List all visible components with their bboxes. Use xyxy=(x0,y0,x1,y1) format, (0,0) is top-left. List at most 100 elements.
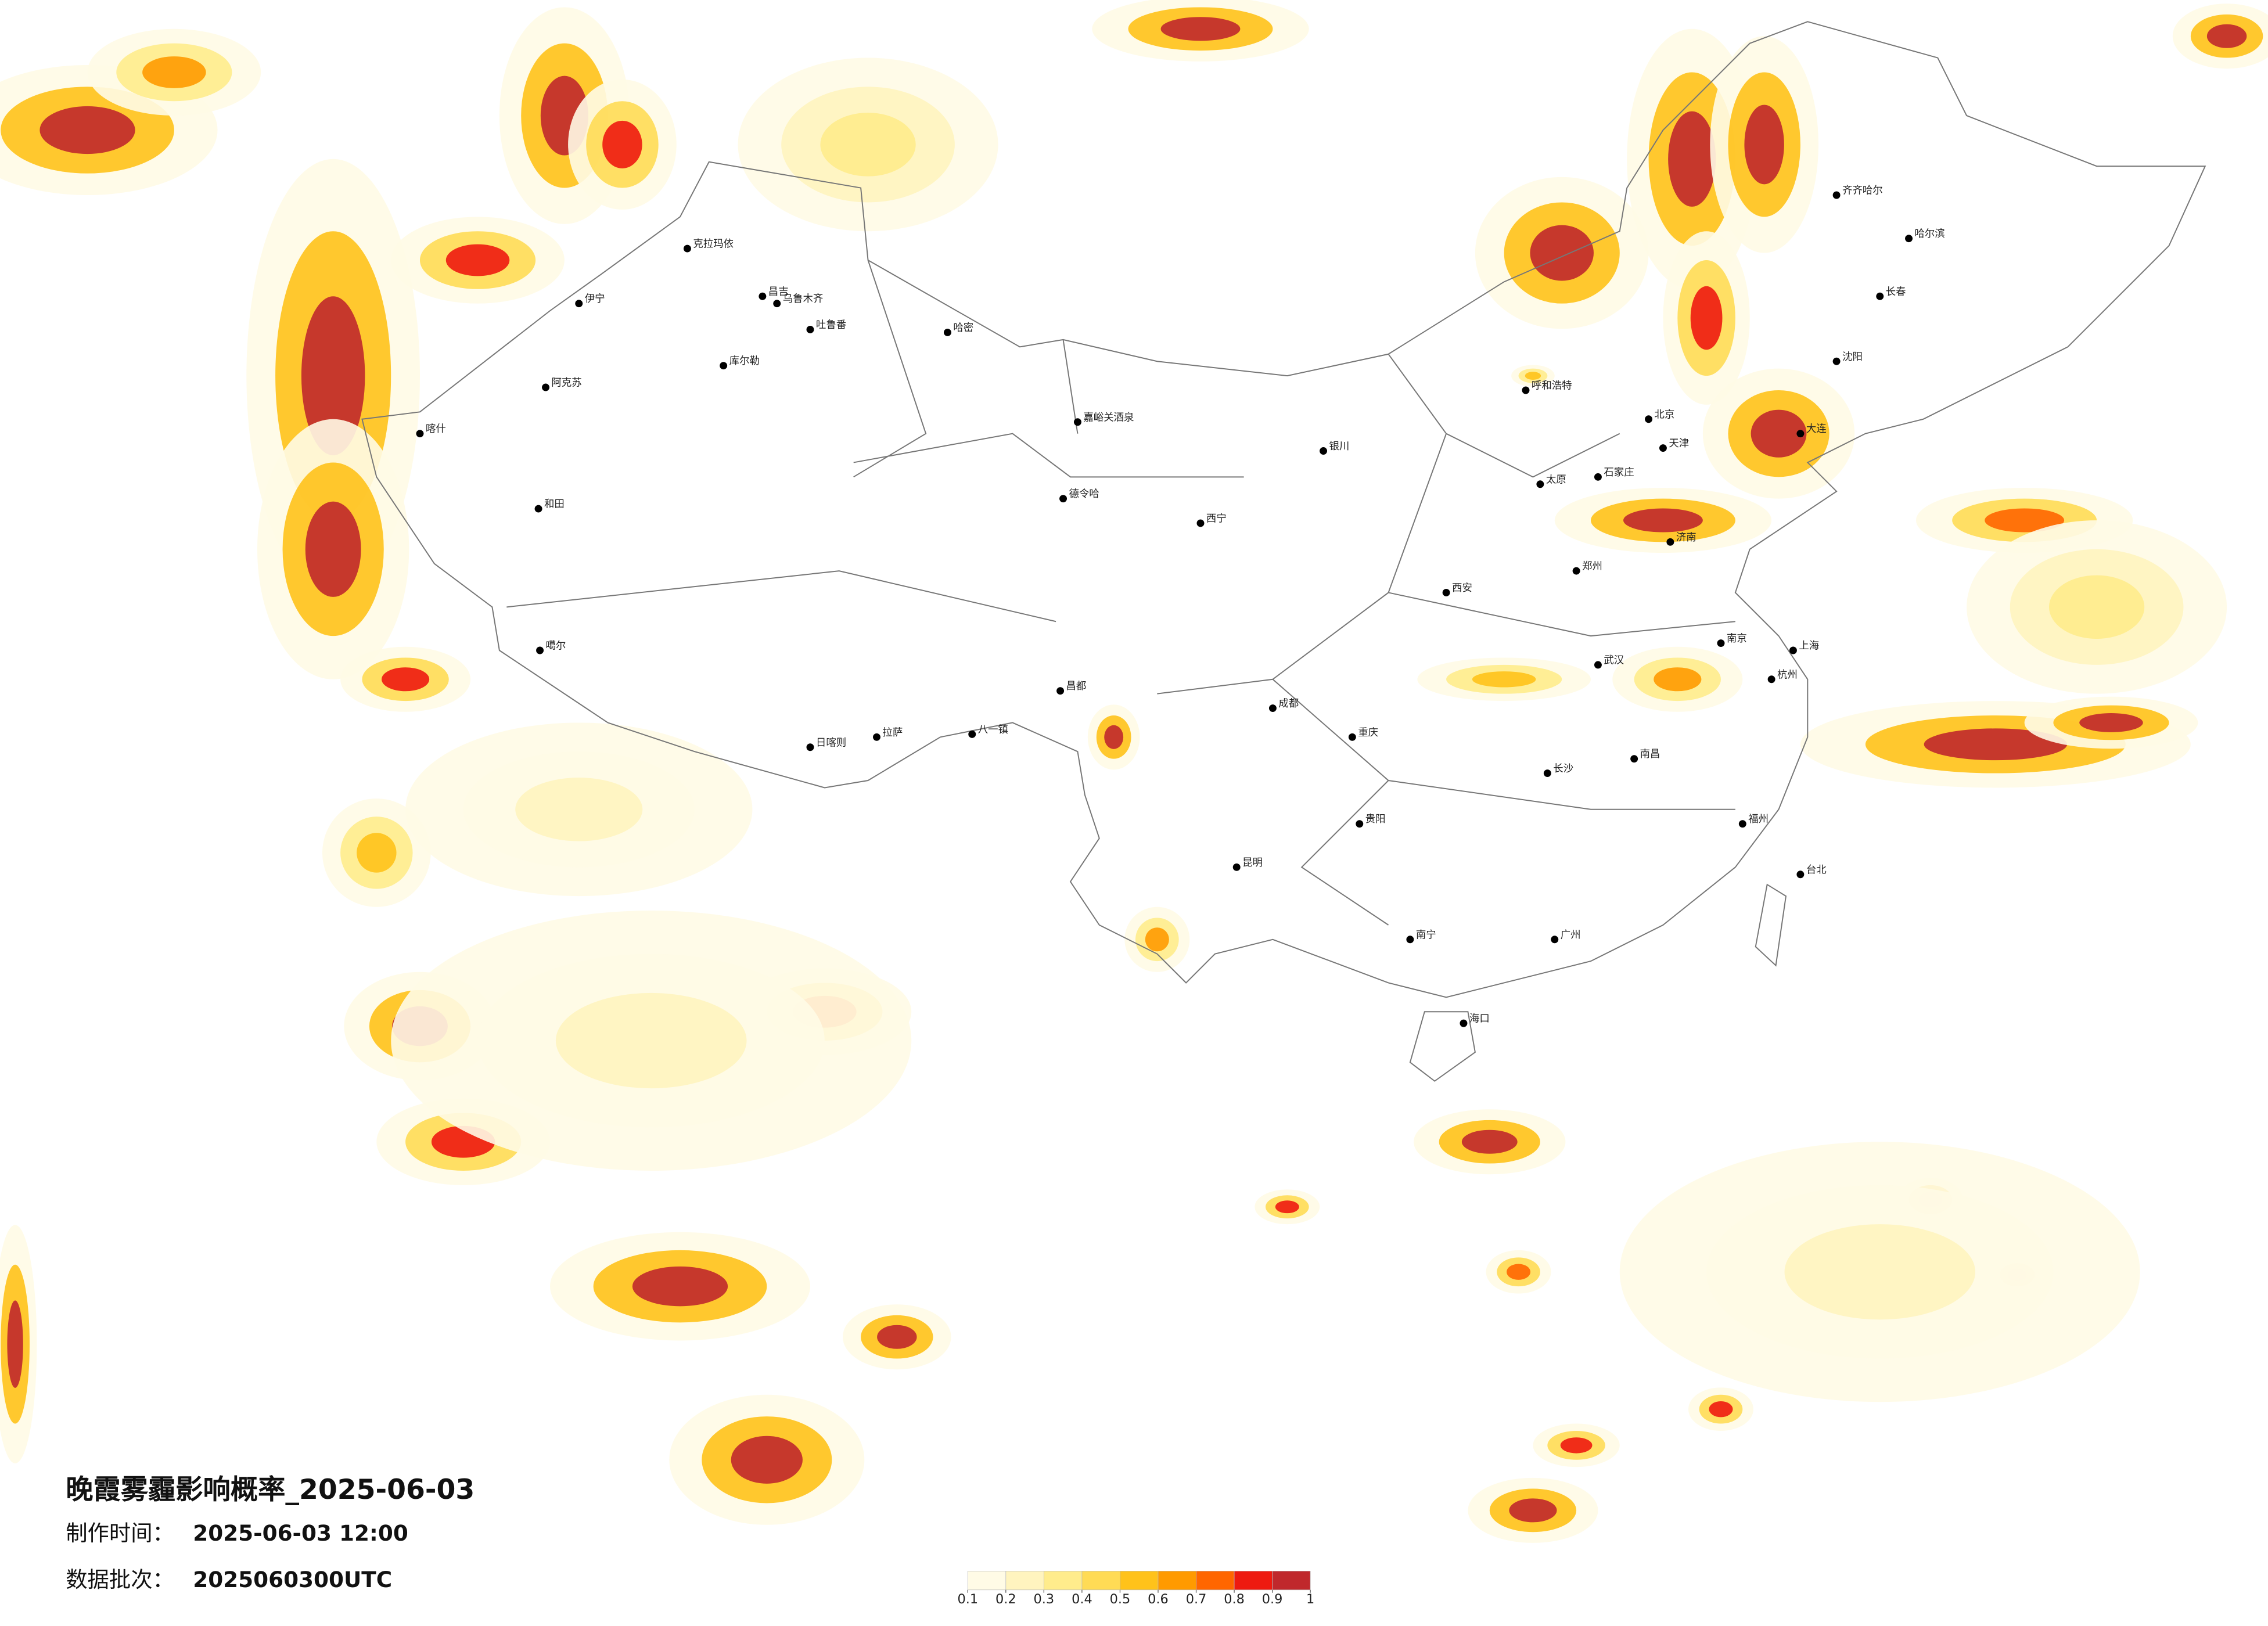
haze-blob xyxy=(877,1325,917,1349)
produced-label: 制作时间： xyxy=(66,1520,174,1546)
batch: 2025060300UTC xyxy=(193,1567,392,1592)
city-label: 伊宁 xyxy=(585,293,605,305)
city-dot xyxy=(1738,820,1746,828)
haze-blob xyxy=(731,1436,803,1484)
city-dot xyxy=(1659,444,1667,452)
city-dot xyxy=(720,362,728,370)
city-dot xyxy=(1876,292,1884,300)
haze-blob xyxy=(1472,671,1536,688)
city-label: 喀什 xyxy=(426,423,446,435)
haze-blob xyxy=(1690,286,1723,350)
colorbar-tick-label: 0.7 xyxy=(1186,1592,1207,1607)
city-label: 库尔勒 xyxy=(729,355,760,367)
city-label: 上海 xyxy=(1799,641,1819,652)
haze-blob xyxy=(1461,1129,1518,1154)
city-dot xyxy=(968,730,976,738)
city-dot xyxy=(542,383,549,391)
haze-blob xyxy=(555,992,747,1089)
city-dot xyxy=(1666,538,1674,546)
city-label: 福州 xyxy=(1748,814,1769,825)
haze-blob xyxy=(2079,713,2143,732)
city-label: 哈密 xyxy=(953,322,973,334)
haze-blob xyxy=(1623,508,1703,533)
city-label: 南宁 xyxy=(1416,929,1436,941)
haze-blob xyxy=(1709,1401,1733,1418)
city-label: 八一镇 xyxy=(978,724,1008,736)
city-label: 和田 xyxy=(544,499,565,510)
city-dot xyxy=(1406,936,1414,944)
city-label: 武汉 xyxy=(1604,654,1624,666)
city-label: 嘉峪关酒泉 xyxy=(1083,412,1134,423)
city-label: 拉萨 xyxy=(882,727,903,739)
haze-blob xyxy=(632,1266,728,1307)
colorbar-tick-label: 0.8 xyxy=(1224,1592,1245,1607)
city-dot xyxy=(1320,447,1328,455)
colorbar-tick-label: 0.1 xyxy=(957,1592,978,1607)
colorbar-swatch xyxy=(1043,1571,1083,1591)
city-label: 德令哈 xyxy=(1069,488,1099,500)
city-dot xyxy=(1232,863,1241,871)
produced-time: 2025-06-03 12:00 xyxy=(193,1520,408,1546)
city-dot xyxy=(683,244,691,253)
city-label: 海口 xyxy=(1469,1013,1490,1025)
city-dot xyxy=(1832,357,1841,365)
haze-blob xyxy=(301,296,365,455)
city-label: 石家庄 xyxy=(1604,467,1634,479)
city-label: 广州 xyxy=(1561,929,1581,941)
city-label: 北京 xyxy=(1655,409,1675,420)
city-label: 太原 xyxy=(1546,474,1566,485)
city-label: 银川 xyxy=(1329,441,1350,452)
city-dot xyxy=(1056,687,1065,695)
colorbar-tick-label: 0.6 xyxy=(1148,1592,1169,1607)
city-label: 昌都 xyxy=(1066,681,1087,692)
city-dot xyxy=(1348,733,1356,741)
city-dot xyxy=(943,328,951,336)
colorbar-tick-label: 0.4 xyxy=(1072,1592,1092,1607)
haze-blob xyxy=(515,778,643,841)
city-dot xyxy=(1356,820,1364,828)
city-label: 南京 xyxy=(1727,633,1747,645)
country-outline xyxy=(361,21,2206,1082)
city-dot xyxy=(1572,567,1580,575)
colorbar-swatch xyxy=(1272,1571,1311,1591)
city-dot xyxy=(1442,588,1450,596)
batch-label: 数据批次： xyxy=(66,1567,174,1592)
city-label: 台北 xyxy=(1806,864,1827,876)
haze-blob xyxy=(1654,667,1702,692)
colorbar-swatch xyxy=(1005,1571,1044,1591)
city-label: 重庆 xyxy=(1358,727,1378,739)
haze-layer xyxy=(0,0,2268,1543)
city-dot xyxy=(1268,704,1277,713)
haze-blob xyxy=(2048,575,2145,639)
city-label: 昌吉 xyxy=(768,286,789,298)
haze-blob xyxy=(1509,1498,1557,1523)
haze-blob xyxy=(602,120,642,168)
city-dot xyxy=(1460,1019,1468,1027)
colorbar-tick-label: 0.9 xyxy=(1262,1592,1283,1607)
haze-blob xyxy=(1560,1437,1593,1454)
city-label: 长春 xyxy=(1886,286,1906,298)
city-dot xyxy=(1073,418,1081,426)
city-label: 齐齐哈尔 xyxy=(1842,185,1883,197)
haze-blob xyxy=(445,244,510,276)
city-dot xyxy=(873,733,880,741)
city-label: 西宁 xyxy=(1206,513,1227,525)
haze-blob xyxy=(1104,725,1124,749)
haze-blob xyxy=(1507,1264,1531,1280)
city-label: 昆明 xyxy=(1242,857,1263,869)
city-label: 天津 xyxy=(1669,438,1689,449)
colorbar-tick-label: 0.2 xyxy=(995,1592,1016,1607)
city-label: 阿克苏 xyxy=(551,377,581,389)
city-label: 呼和浩特 xyxy=(1532,380,1572,392)
city-dot xyxy=(1905,235,1913,243)
map-title: 晚霞雾霾影响概率_2025-06-03 xyxy=(66,1474,475,1506)
haze-blob xyxy=(382,667,430,692)
city-label: 沈阳 xyxy=(1842,351,1863,363)
haze-blob xyxy=(1751,409,1807,458)
city-dot xyxy=(534,505,542,513)
colorbar-tick-label: 1 xyxy=(1306,1592,1314,1607)
city-dot xyxy=(773,300,781,308)
city-label: 克拉玛依 xyxy=(693,239,734,250)
